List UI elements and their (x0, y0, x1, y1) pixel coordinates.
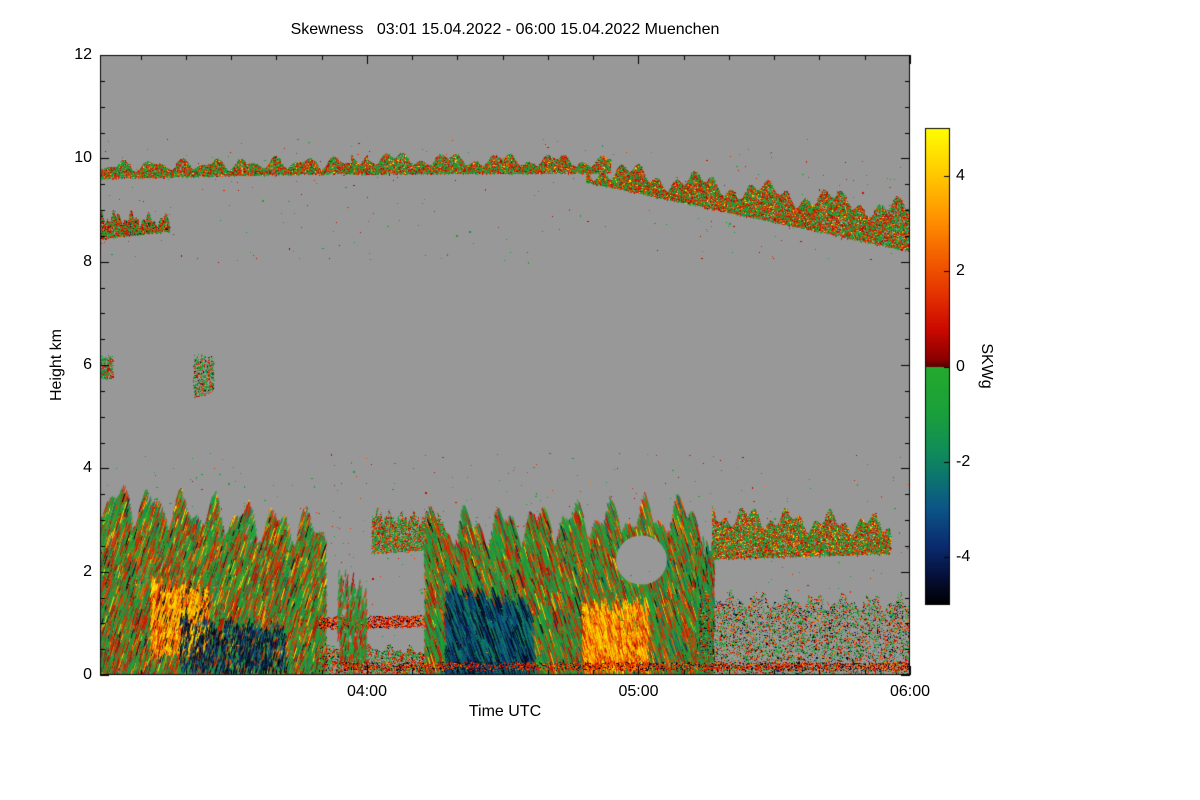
x-axis-label: Time UTC (468, 703, 542, 720)
y-tick-label: 4 (83, 459, 92, 477)
y-tick-label: 8 (83, 252, 92, 270)
x-tick-label: 05:00 (618, 683, 659, 700)
y-tick-label: 10 (74, 149, 92, 167)
colorbar-tick-label: 2 (956, 262, 965, 280)
colorbar-tick-label: 4 (956, 166, 965, 184)
y-tick-label: 12 (74, 46, 92, 63)
x-tick-label: 06:00 (889, 683, 931, 700)
y-tick-label: 2 (83, 562, 92, 580)
y-tick-label: 0 (83, 666, 92, 683)
x-tick-label: 04:00 (346, 683, 387, 700)
chart-title: Skewness 03:01 15.04.2022 - 06:00 15.04.… (290, 21, 720, 38)
colorbar-tick-label: -2 (956, 452, 971, 470)
colorbar-tick-label: -4 (956, 548, 971, 566)
y-tick-label: 6 (83, 356, 92, 373)
colorbar-tick-label: 0 (956, 357, 965, 375)
